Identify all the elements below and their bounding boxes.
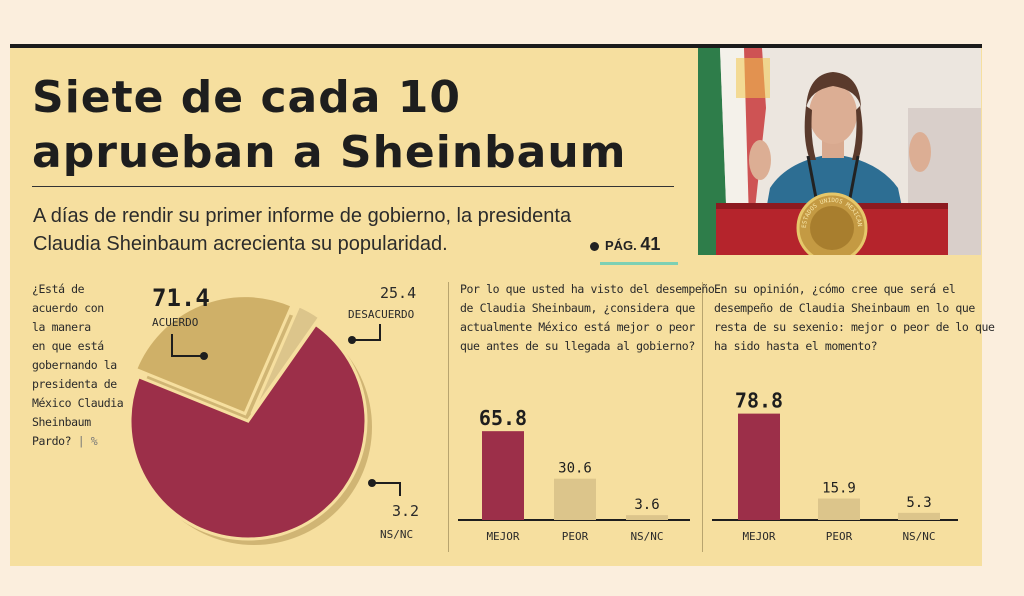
headline-line-1: Siete de cada 10 <box>32 72 461 123</box>
pie-chart: 71.4 ACUERDO 25.4 DESACUERDO 3.2 NS/NC <box>130 284 419 545</box>
question-1: ¿Está de acuerdo con la manera en que es… <box>32 282 124 448</box>
bar-mejor <box>738 413 780 520</box>
bar-value-label: 78.8 <box>735 389 783 413</box>
pie-slice-acuerdo <box>130 322 368 541</box>
bar-category-label: NS/NC <box>630 530 663 543</box>
pie-value-label: 3.2 <box>392 502 419 520</box>
bar-nsnc <box>898 512 940 520</box>
president-photo: ESTADOS UNIDOS MEXICANOS <box>698 48 981 255</box>
pie-category-label: NS/NC <box>380 528 413 541</box>
headline-rule <box>32 186 674 187</box>
pie-slice-desacuerdo <box>133 294 294 416</box>
column-divider-2 <box>702 282 703 552</box>
headline-line-2: aprueban a Sheinbaum <box>32 127 627 178</box>
unit-label: % <box>90 434 98 448</box>
pie-value-label: 71.4 <box>152 284 210 312</box>
bar-mejor <box>482 431 524 520</box>
bar-value-label: 65.8 <box>479 406 527 430</box>
subtitle-line-1: A días de rendir su primer informe de go… <box>33 205 572 227</box>
column-divider-1 <box>448 282 449 552</box>
pie-leader-line <box>372 482 401 496</box>
pie-leader-dot <box>348 336 356 344</box>
bar-value-label: 30.6 <box>558 461 592 477</box>
subtitle: A días de rendir su primer informe de go… <box>33 202 673 258</box>
bar-peor <box>818 498 860 520</box>
bar-nsnc <box>626 515 668 520</box>
bullet-icon <box>590 242 599 252</box>
bar-value-label: 5.3 <box>906 495 931 511</box>
bar-chart-mejor-peor-sexenio: 78.8 MEJOR 15.9 PEOR 5.3 NS/NC <box>712 389 958 543</box>
pie-leader-line <box>352 324 381 341</box>
bar-chart-mejor-peor-actual: 65.8 MEJOR 30.6 PEOR 3.6 NS/NC <box>458 406 690 543</box>
pie-value-label: 25.4 <box>380 284 416 302</box>
pie-leader-line <box>171 334 204 357</box>
pie-category-label: ACUERDO <box>152 316 198 329</box>
pie-leader-dot <box>200 352 208 360</box>
bar-category-label: PEOR <box>562 530 589 543</box>
bar-value-label: 3.6 <box>634 497 659 513</box>
page-reference: PÁG. 41 <box>590 234 660 255</box>
bar-peor <box>554 478 596 520</box>
page-reference-underline <box>600 262 678 265</box>
bar-category-label: PEOR <box>826 530 853 543</box>
question-3: En su opinión, ¿cómo cree que será el de… <box>714 282 995 353</box>
bar-category-label: MEJOR <box>742 530 775 543</box>
pie-slice-nsnc <box>250 303 322 415</box>
bar-value-label: 15.9 <box>822 481 856 497</box>
question-2: Por lo que usted ha visto del desempeño … <box>460 282 715 353</box>
pie-category-label: DESACUERDO <box>348 308 414 321</box>
subtitle-line-2: Claudia Sheinbaum acrecienta su populari… <box>33 233 448 255</box>
bar-category-label: NS/NC <box>902 530 935 543</box>
page-prefix: PÁG. <box>605 238 637 253</box>
headline: Siete de cada 10 aprueban a Sheinbaum <box>32 70 627 180</box>
bar-category-label: MEJOR <box>486 530 519 543</box>
page-number: 41 <box>640 234 661 254</box>
